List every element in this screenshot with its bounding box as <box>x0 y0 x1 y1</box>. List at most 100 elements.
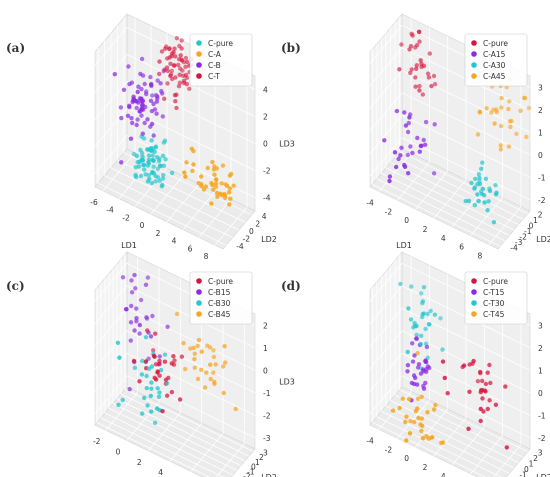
gridline <box>369 330 403 370</box>
y-axis-label: LD2 <box>261 473 277 477</box>
data-point <box>212 172 217 177</box>
data-point <box>183 174 188 179</box>
legend-label: C-B15 <box>208 288 231 297</box>
gridline <box>100 417 224 477</box>
data-point <box>128 136 134 141</box>
data-point <box>400 396 405 401</box>
legend-label: C-B <box>208 61 221 70</box>
data-point <box>425 71 431 76</box>
data-point <box>463 198 468 204</box>
data-point <box>183 366 188 372</box>
data-point <box>222 195 228 200</box>
data-point <box>494 190 499 195</box>
panel-1: -6-4-202468-4-2024-4-2024LD1LD2LD3C-pure… <box>6 13 295 261</box>
data-point <box>184 81 189 87</box>
legend-marker <box>471 51 477 57</box>
data-point <box>408 419 413 424</box>
z-tick-label: -4 <box>263 194 271 203</box>
x-tick-label: 2 <box>137 458 142 467</box>
x-axis-label: LD1 <box>121 241 137 250</box>
data-point <box>396 156 401 162</box>
legend-label: C-pure <box>208 277 233 286</box>
data-point <box>472 203 477 208</box>
data-point <box>148 98 154 104</box>
data-point <box>137 322 142 328</box>
data-point <box>157 354 162 359</box>
z-tick-label: 1 <box>263 344 268 353</box>
data-point <box>127 387 132 392</box>
data-point <box>413 84 418 89</box>
z-tick-label: -2 <box>263 167 271 176</box>
data-point <box>494 109 499 115</box>
data-point <box>421 285 427 290</box>
z-tick-label: 1 <box>538 366 543 375</box>
x-axis-label: LD1 <box>396 241 412 250</box>
data-point <box>417 149 422 154</box>
data-point <box>179 46 184 51</box>
data-point <box>192 351 197 356</box>
data-point <box>405 349 410 355</box>
gridline <box>116 398 246 462</box>
x-tick-label: -4 <box>366 198 374 207</box>
data-point <box>162 96 167 102</box>
x-tick-label: 0 <box>140 221 145 230</box>
panel-3: -202468-4-3-2-10123-3-2-1012LD1LD2LD3C-p… <box>6 251 295 477</box>
data-point <box>425 410 430 415</box>
data-point <box>151 171 156 176</box>
data-point <box>491 220 497 225</box>
data-point <box>485 406 490 412</box>
legend-marker <box>196 73 202 79</box>
data-point <box>199 367 204 372</box>
data-point <box>218 191 223 196</box>
gridline <box>94 353 128 392</box>
data-point <box>139 86 144 92</box>
gridline <box>94 263 128 302</box>
z-tick-label: 0 <box>263 140 268 149</box>
data-point <box>430 435 435 440</box>
data-point <box>432 82 438 87</box>
data-point <box>398 281 403 287</box>
data-point <box>128 338 133 343</box>
data-point <box>149 138 154 143</box>
data-point <box>183 72 189 78</box>
y-tick-label: 3 <box>538 449 543 458</box>
data-point <box>409 284 414 289</box>
data-point <box>157 71 162 77</box>
data-point <box>165 81 170 86</box>
legend <box>189 271 253 325</box>
gridline <box>117 160 246 223</box>
panel-label: (b) <box>281 41 301 55</box>
data-point <box>414 63 419 68</box>
data-point <box>442 375 447 381</box>
data-point <box>467 362 472 367</box>
gridline <box>94 308 128 347</box>
data-point <box>168 72 174 77</box>
data-point <box>185 59 190 65</box>
y-tick-label: -2 <box>519 232 527 241</box>
data-point <box>157 178 162 183</box>
data-point <box>120 275 126 280</box>
data-point <box>482 200 487 205</box>
data-point <box>201 187 207 192</box>
legend-label: C-T <box>208 72 220 81</box>
data-point <box>168 61 173 66</box>
data-point <box>154 111 159 116</box>
x-tick-label: 2 <box>423 225 428 234</box>
legend <box>464 271 528 325</box>
data-point <box>152 420 158 425</box>
z-tick-label: 0 <box>538 389 543 398</box>
data-point <box>233 406 238 412</box>
y-tick-label: 3 <box>263 448 268 457</box>
data-point <box>132 272 137 278</box>
y-tick-label: 0 <box>249 227 254 236</box>
legend-marker <box>196 51 202 57</box>
gridline <box>112 403 242 466</box>
legend-label: C-A45 <box>483 72 506 81</box>
data-point <box>171 354 176 359</box>
data-point <box>136 84 141 89</box>
data-point <box>172 63 177 68</box>
data-point <box>120 397 125 403</box>
data-point <box>415 135 420 141</box>
data-point <box>134 105 139 111</box>
